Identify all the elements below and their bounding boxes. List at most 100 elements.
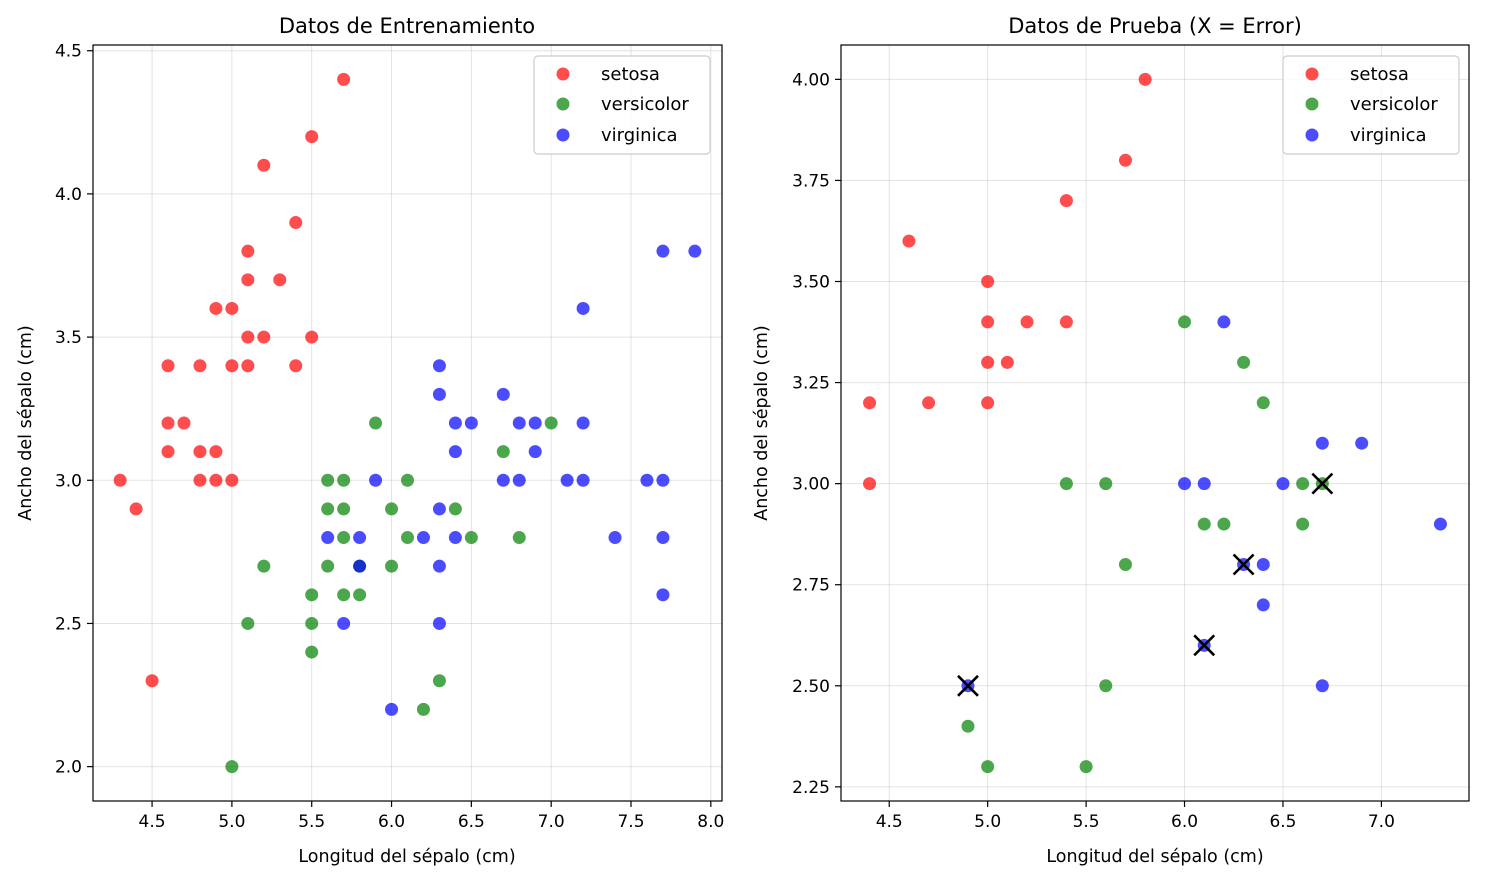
point-setosa [863,477,877,491]
point-versicolor [1296,477,1310,491]
data-points [863,72,1447,774]
point-versicolor [241,616,255,630]
legend-label-setosa: setosa [601,64,660,85]
point-setosa [113,473,127,487]
point-setosa [241,244,255,258]
y-tick-label: 4.5 [55,42,82,62]
point-virginica [1315,436,1329,450]
point-versicolor [305,588,319,602]
axes: 4.5 5.0 5.5 6.0 6.5 7.0 2.25 2.50 2.75 3.00 3.25 3.… [792,44,1470,832]
x-tick-label: 4.5 [139,812,166,832]
point-virginica [656,588,670,602]
point-setosa [241,330,255,344]
point-virginica [432,559,446,573]
point-virginica [353,559,367,573]
point-versicolor [401,473,414,487]
point-virginica [528,416,542,430]
point-virginica [1355,436,1369,450]
legend-box [1282,55,1460,155]
point-versicolor [369,416,383,430]
point-setosa [145,674,159,688]
x-axis-label: Longitud del sépalo (cm) [298,847,515,867]
point-virginica [576,301,590,315]
point-versicolor [544,416,558,430]
point-virginica [1276,477,1290,491]
legend-label-versicolor: versicolor [601,94,689,115]
point-virginica [337,616,351,630]
point-versicolor [337,502,351,516]
point-virginica [416,531,430,545]
legend-marker-versicolor [1305,97,1319,111]
point-setosa [981,396,995,410]
y-axis-label: Ancho del sépalo (cm) [16,325,36,521]
point-virginica [432,616,446,630]
point-setosa [289,216,303,230]
point-virginica [560,473,574,487]
y-tick-label: 3.50 [792,273,830,293]
point-setosa [981,275,995,289]
legend-marker-virginica [556,128,570,142]
point-versicolor [305,616,319,630]
legend: setosa versicolor virginica [533,55,711,155]
point-setosa [1000,355,1014,369]
point-virginica [1256,557,1270,571]
point-virginica [385,702,399,716]
legend-marker-virginica [1305,128,1319,142]
legend-label-versicolor: versicolor [1350,94,1438,115]
legend-marker-setosa [1305,67,1319,81]
point-setosa [863,396,877,410]
point-setosa [225,359,239,373]
point-setosa [922,396,936,410]
point-setosa [257,330,271,344]
x-tick-label: 6.0 [1171,812,1198,832]
point-virginica [1178,477,1192,491]
y-tick-label: 4.0 [55,185,82,205]
point-setosa [161,359,175,373]
point-versicolor [416,702,430,716]
y-tick-label: 3.5 [55,328,82,348]
point-virginica [448,445,462,459]
error-x-marker [1193,634,1216,657]
legend: setosa versicolor virginica [1282,55,1460,155]
point-versicolor [1079,760,1093,774]
point-versicolor [353,588,367,602]
point-setosa [241,273,255,287]
point-setosa [209,301,223,315]
point-versicolor [257,559,271,573]
x-tick-label: 7.0 [1368,812,1395,832]
point-versicolor [321,502,335,516]
point-setosa [209,445,223,459]
point-versicolor [321,559,335,573]
x-tick-label: 5.5 [298,812,325,832]
point-setosa [177,416,191,430]
point-versicolor [1178,315,1192,329]
point-setosa [981,355,995,369]
point-setosa [1059,194,1073,208]
legend-box [533,55,711,155]
legend-marker-versicolor [556,97,570,111]
plot-frame [92,44,723,802]
point-versicolor [321,473,335,487]
y-tick-label: 2.75 [792,576,830,596]
x-axis-label: Longitud del sépalo (cm) [1046,847,1263,867]
legend-label-virginica: virginica [601,125,678,146]
point-virginica [1217,315,1231,329]
x-tick-label: 5.0 [974,812,1001,832]
point-virginica [512,473,526,487]
y-tick-label: 3.75 [792,171,830,191]
point-versicolor [225,760,239,774]
chart-title: Datos de Entrenamiento [279,14,535,38]
error-x-stroke [1193,634,1216,657]
error-x-stroke [957,674,979,697]
point-virginica [464,416,478,430]
point-virginica [353,531,367,545]
point-virginica [496,387,510,401]
point-versicolor [1099,679,1113,693]
legend-label-virginica: virginica [1350,125,1427,146]
point-virginica [1433,517,1447,531]
x-tick-label: 7.5 [617,812,644,832]
y-tick-label: 2.50 [792,677,830,697]
point-versicolor [337,531,351,545]
point-versicolor [1217,517,1231,531]
